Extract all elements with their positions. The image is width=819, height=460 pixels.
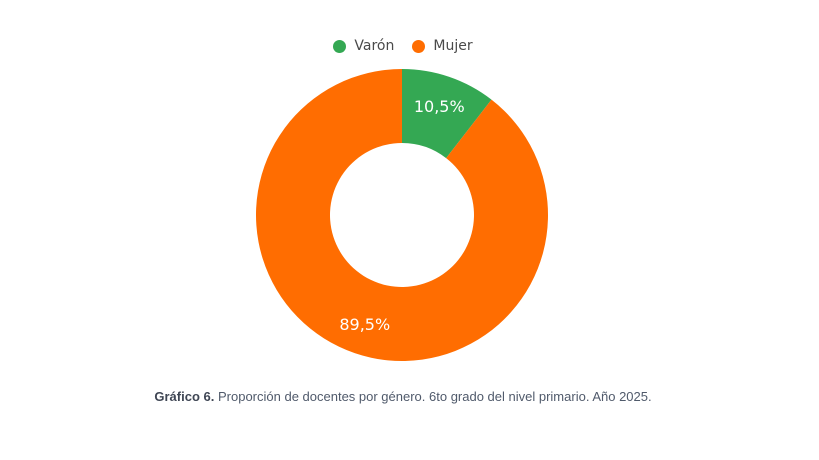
donut-slice-mujer[interactable] [256,69,548,361]
caption-text: Proporción de docentes por género. 6to g… [217,389,652,404]
slice-label-mujer: 89,5% [339,315,390,334]
legend-item-mujer[interactable]: Mujer [412,38,473,54]
caption-label: Gráfico 6. [154,389,215,404]
chart-legend: Varón Mujer [0,38,806,54]
slice-label-varon: 10,5% [414,97,465,116]
legend-swatch-varon [333,39,347,53]
legend-label-varon: Varón [354,38,395,54]
legend-item-varon[interactable]: Varón [333,38,394,54]
donut-slice-varon[interactable] [402,69,492,159]
chart-caption: Gráfico 6. Proporción de docentes por gé… [0,389,806,404]
legend-label-mujer: Mujer [433,38,473,54]
legend-swatch-mujer [412,39,426,53]
donut-chart: 10,5% 89,5% [256,69,548,361]
